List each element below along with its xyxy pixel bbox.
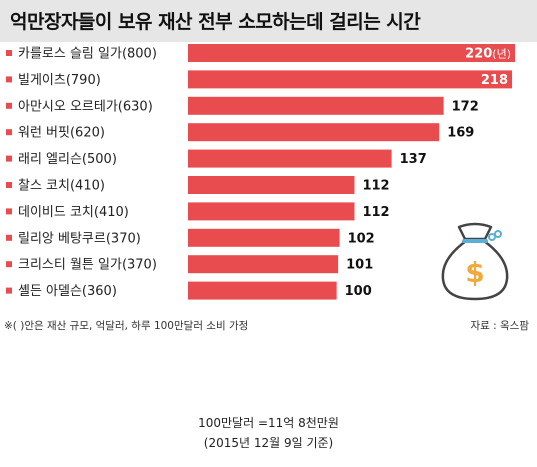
category-label: 크리스티 월튼 일가(370) bbox=[18, 258, 157, 273]
bullet-marker bbox=[6, 287, 12, 294]
value-label: 112 bbox=[362, 179, 389, 194]
category-label: 데이비드 코치(410) bbox=[18, 205, 129, 220]
bar bbox=[188, 202, 355, 221]
svg-text:$: $ bbox=[465, 256, 484, 289]
bar bbox=[188, 255, 339, 274]
bar-chart: 카를로스 슬림 일가(800) 220(년) 빌게이츠(790) 218 아만시오 오르… bbox=[6, 44, 515, 300]
bullet-marker bbox=[6, 182, 12, 188]
category-label: 릴리앙 베탕쿠르(370) bbox=[18, 231, 141, 246]
category-label: 빌게이츠(790) bbox=[18, 73, 101, 88]
category-label: 카를로스 슬림 일가(800) bbox=[18, 47, 157, 62]
value-label: 218 bbox=[481, 73, 508, 88]
source-credit: 자료 : 옥스팜 bbox=[470, 320, 529, 332]
date-basis-note: (2015년 12월 9일 기준) bbox=[203, 436, 334, 450]
title-band: 억만장자들이 보유 재산 전부 소모하는데 걸리는 시간 bbox=[0, 0, 537, 42]
bullet-marker bbox=[6, 102, 12, 109]
bar bbox=[188, 70, 513, 89]
value-label: 100 bbox=[345, 284, 372, 299]
bullet-marker bbox=[6, 155, 12, 162]
value-label: 172 bbox=[452, 99, 479, 114]
exchange-rate-note: 100만달러 =11억 8천만원 bbox=[198, 416, 339, 430]
bullet-marker bbox=[6, 234, 12, 241]
bar bbox=[188, 123, 440, 142]
category-label: 아만시오 오르테가(630) bbox=[18, 99, 153, 114]
value-label: 169 bbox=[447, 126, 474, 141]
value-label: 112 bbox=[362, 205, 389, 220]
footnote: ※( )안은 재산 규모, 억달러, 하루 100만달러 소비 가정 bbox=[4, 320, 249, 332]
money-bag-icon: $ bbox=[441, 222, 509, 301]
bar bbox=[188, 228, 340, 247]
bar bbox=[188, 176, 355, 194]
category-label: 래리 엘리슨(500) bbox=[18, 152, 117, 167]
value-label: 137 bbox=[400, 152, 427, 167]
bar bbox=[188, 96, 444, 115]
bullet-marker bbox=[6, 76, 12, 83]
bar bbox=[188, 281, 337, 300]
bar bbox=[188, 44, 515, 62]
category-label: 찰스 코치(410) bbox=[18, 179, 105, 194]
bullet-marker bbox=[6, 261, 12, 268]
chart-title: 억만장자들이 보유 재산 전부 소모하는데 걸리는 시간 bbox=[10, 11, 421, 33]
bullet-marker bbox=[6, 129, 12, 136]
bar bbox=[188, 149, 392, 168]
bullet-marker bbox=[6, 50, 12, 56]
bullet-marker bbox=[6, 208, 12, 215]
value-unit: (년) bbox=[492, 48, 511, 61]
category-label: 셸든 아델슨(360) bbox=[18, 284, 117, 299]
value-label: 220(년) bbox=[465, 47, 511, 62]
value-label: 101 bbox=[346, 258, 373, 273]
value-label: 102 bbox=[348, 231, 375, 246]
category-label: 워런 버핏(620) bbox=[18, 126, 105, 141]
